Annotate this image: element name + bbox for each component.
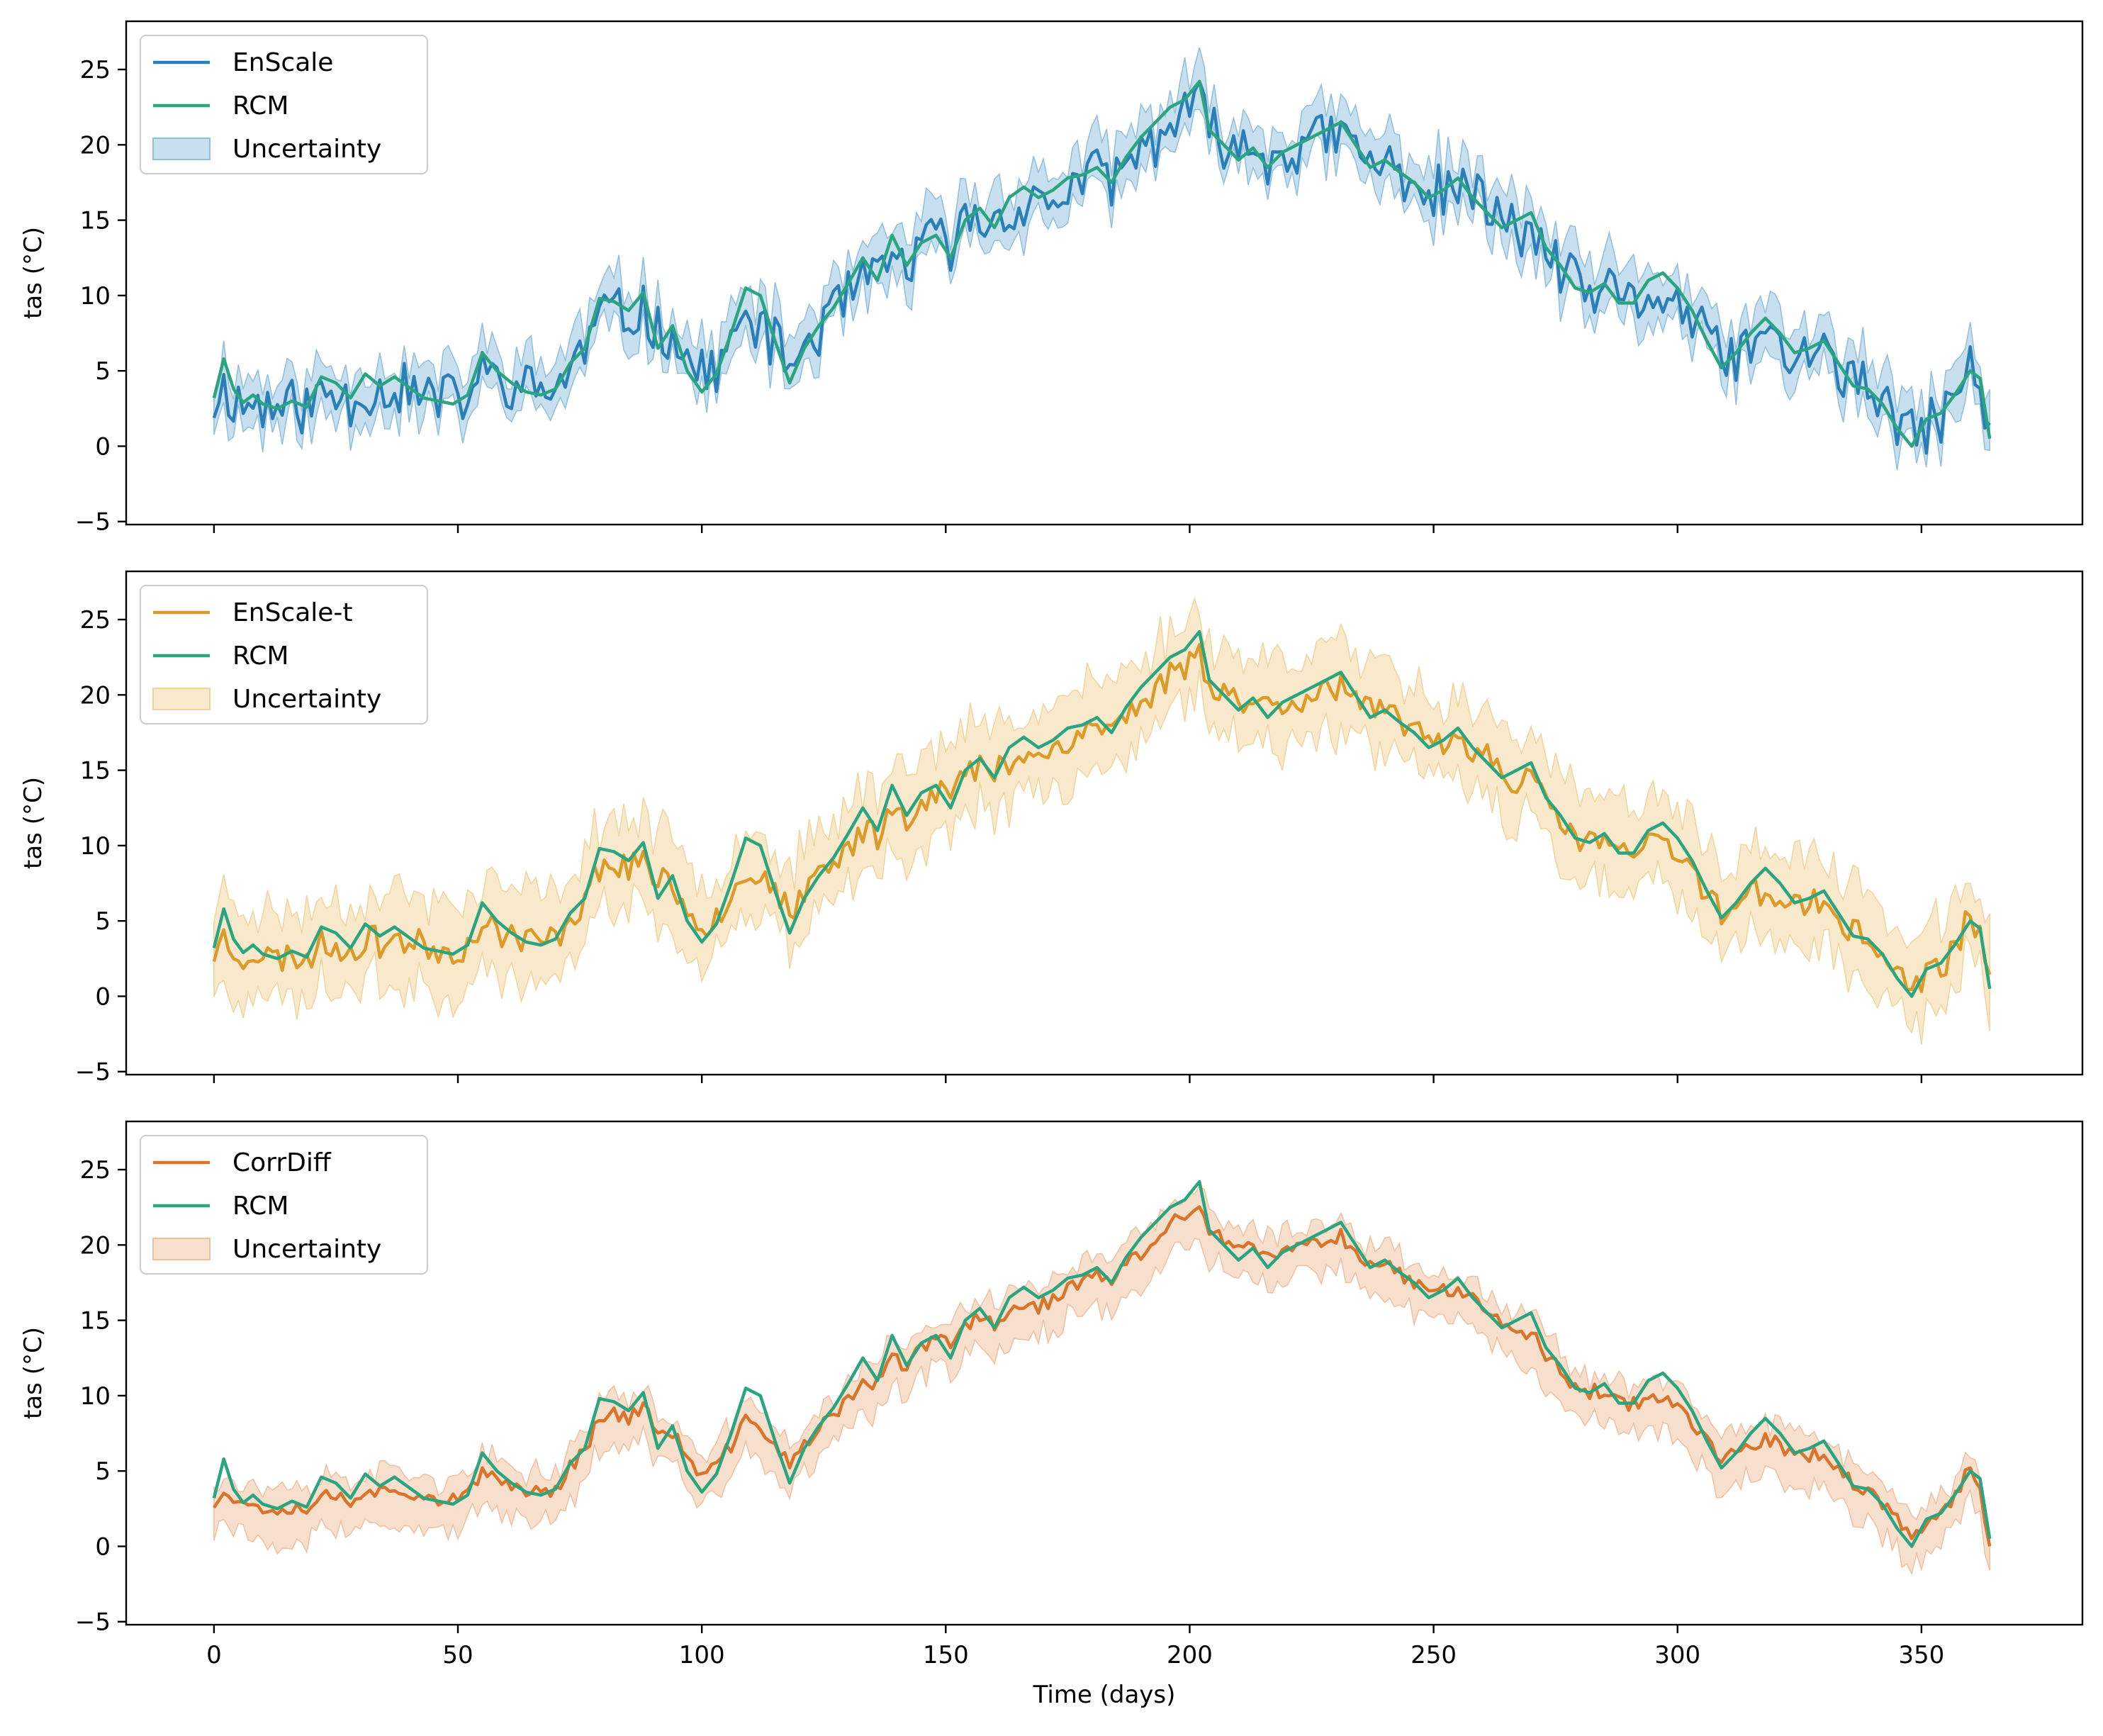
- legend-label-band: Uncertainty: [232, 1235, 381, 1264]
- y-tick-label: 0: [95, 1533, 111, 1561]
- plot-area: [212, 596, 1992, 1045]
- y-axis-label: tas (°C): [19, 227, 47, 319]
- y-tick-label: 25: [80, 1156, 111, 1185]
- y-tick-label: 5: [95, 357, 111, 386]
- x-tick-label: 250: [1411, 1641, 1457, 1669]
- legend-label-model: CorrDiff: [232, 1148, 332, 1177]
- legend: EnScale-t RCM Uncertainty: [140, 585, 428, 724]
- x-tick-label: 100: [679, 1641, 725, 1669]
- y-tick-label: 25: [80, 56, 111, 84]
- x-tick-label: 0: [206, 1641, 222, 1669]
- legend-frame: [140, 1135, 428, 1275]
- y-tick-label: 10: [80, 1382, 111, 1411]
- legend: EnScale RCM Uncertainty: [140, 35, 428, 174]
- model-series-line: [213, 1205, 1992, 1547]
- panel-1: −5 0 5 10 15 20 25 tas (°C) EnScale RCM Uncertaint…: [19, 20, 2084, 537]
- legend-label-rcm: RCM: [232, 91, 288, 121]
- rcm-series-line: [212, 79, 1992, 448]
- legend-label-band: Uncertainty: [232, 135, 381, 164]
- legend-frame: [140, 585, 428, 724]
- plot-area: [212, 47, 1992, 471]
- model-series-line: [212, 79, 1991, 455]
- rcm-series-line: [212, 629, 1992, 998]
- legend: CorrDiff RCM Uncertainty: [140, 1135, 428, 1275]
- y-tick-label: 5: [95, 1457, 111, 1486]
- y-tick-label: 0: [95, 432, 111, 461]
- axes-frame: [125, 20, 2084, 526]
- rcm-series-line: [212, 1180, 1992, 1548]
- legend-swatch-band: [152, 138, 211, 160]
- y-tick-label: −5: [75, 1058, 111, 1087]
- y-tick-label: 10: [80, 282, 111, 310]
- plot-area: [212, 1180, 1992, 1576]
- panel-2: −5 0 5 10 15 20 25 tas (°C) EnScale-t RCM Uncertai…: [19, 570, 2084, 1087]
- uncertainty-band: [213, 596, 1990, 1045]
- y-tick-label: 20: [80, 1231, 111, 1260]
- axes-frame: [125, 570, 2084, 1076]
- y-axis-label: tas (°C): [19, 777, 47, 869]
- y-tick-label: 25: [80, 606, 111, 634]
- x-tick-label: 50: [442, 1641, 473, 1669]
- y-tick-label: 15: [80, 757, 111, 785]
- legend-swatch-band: [152, 1238, 211, 1260]
- y-tick-label: 5: [95, 907, 111, 936]
- y-tick-label: −5: [75, 508, 111, 537]
- y-tick-label: 0: [95, 982, 111, 1011]
- uncertainty-band: [213, 1185, 1990, 1576]
- legend-label-rcm: RCM: [232, 1192, 288, 1221]
- x-tick-label: 350: [1898, 1641, 1944, 1669]
- legend-label-model: EnScale-t: [232, 598, 353, 627]
- legend-swatch-band: [152, 688, 211, 710]
- uncertainty-band: [213, 47, 1990, 471]
- y-tick-label: 20: [80, 131, 111, 159]
- y-tick-label: −5: [75, 1608, 111, 1637]
- legend-label-band: Uncertainty: [232, 685, 381, 714]
- y-tick-label: 10: [80, 832, 111, 861]
- y-tick-label: 15: [80, 207, 111, 235]
- legend-label-rcm: RCM: [232, 642, 288, 671]
- legend-frame: [140, 35, 428, 174]
- y-axis-label: tas (°C): [19, 1327, 47, 1419]
- y-tick-label: 15: [80, 1307, 111, 1335]
- x-tick-label: 200: [1167, 1641, 1213, 1669]
- y-tick-label: 20: [80, 681, 111, 710]
- x-tick-label: 300: [1654, 1641, 1700, 1669]
- x-tick-label: 150: [923, 1641, 969, 1669]
- axes-frame: [125, 1120, 2084, 1626]
- x-axis-label: Time (days): [1033, 1681, 1176, 1709]
- legend-label-model: EnScale: [232, 48, 333, 77]
